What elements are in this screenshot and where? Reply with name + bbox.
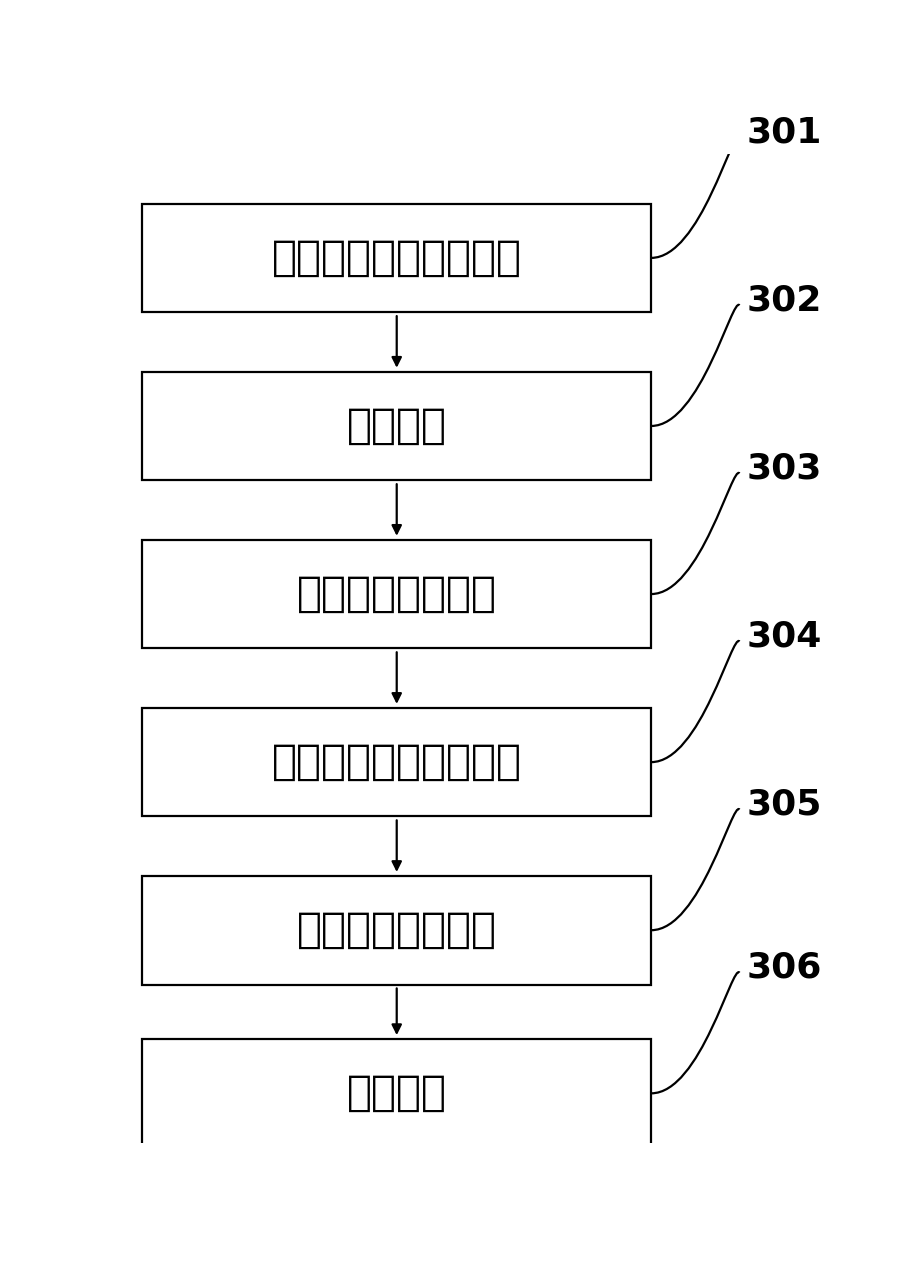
FancyBboxPatch shape: [142, 371, 650, 480]
Text: 第二图像采集识别单元: 第二图像采集识别单元: [271, 741, 521, 783]
Text: 标签查找粘贴单元: 标签查找粘贴单元: [296, 573, 496, 615]
FancyBboxPatch shape: [142, 204, 650, 312]
Text: 302: 302: [746, 284, 821, 317]
Text: 第一图像采集识别单元: 第一图像采集识别单元: [271, 236, 521, 279]
Text: 303: 303: [746, 452, 821, 485]
Text: 生产信息提取单元: 生产信息提取单元: [296, 909, 496, 951]
FancyBboxPatch shape: [142, 539, 650, 648]
Text: 304: 304: [746, 620, 821, 654]
FancyBboxPatch shape: [142, 707, 650, 817]
FancyBboxPatch shape: [142, 876, 650, 985]
Text: 305: 305: [746, 787, 821, 822]
FancyBboxPatch shape: [142, 1039, 650, 1148]
Text: 校核单元: 校核单元: [346, 1072, 446, 1115]
Text: 306: 306: [746, 950, 821, 985]
Text: 301: 301: [746, 116, 821, 149]
Text: 校位单元: 校位单元: [346, 404, 446, 447]
